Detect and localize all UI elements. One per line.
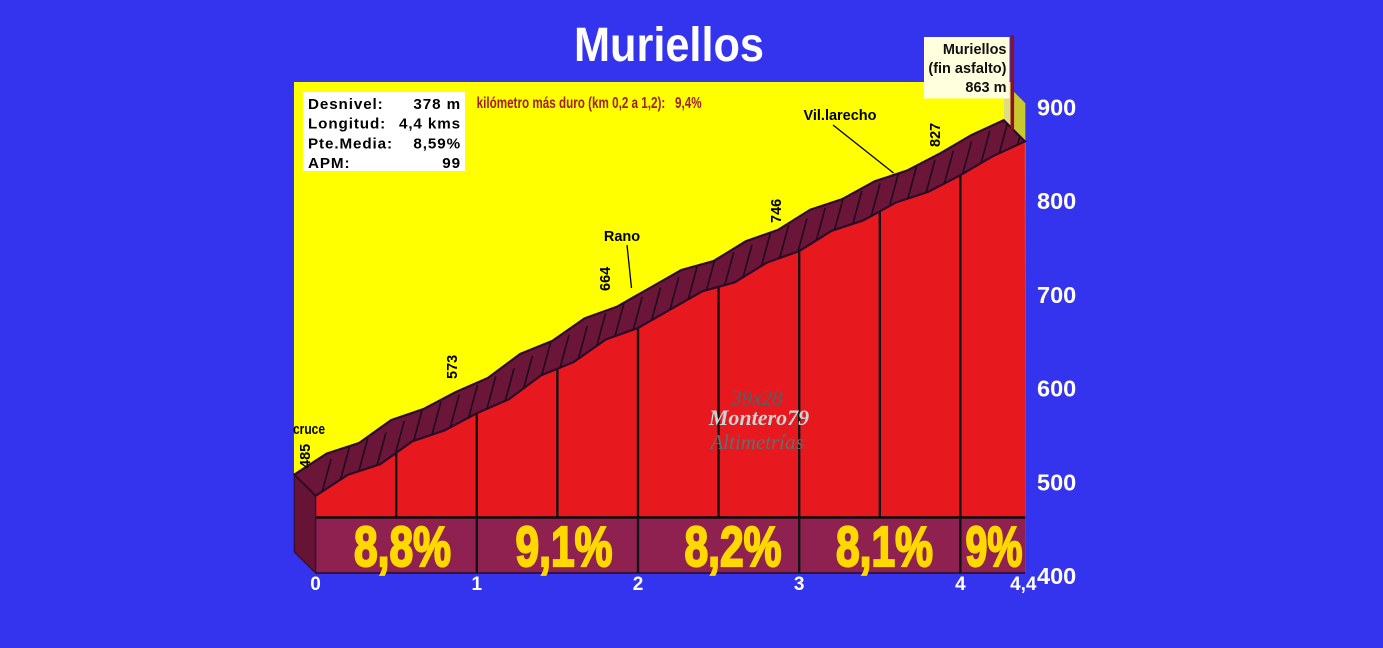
- svg-text:400: 400: [1037, 563, 1076, 589]
- svg-text:3: 3: [794, 574, 805, 595]
- svg-text:9%: 9%: [966, 515, 1023, 579]
- svg-text:746: 746: [769, 199, 785, 223]
- svg-text:39x28: 39x28: [730, 386, 783, 410]
- svg-text:Muriellos: Muriellos: [943, 42, 1007, 58]
- svg-text:485: 485: [298, 444, 314, 468]
- svg-text:Longitud:: Longitud:: [308, 116, 386, 133]
- svg-text:827: 827: [928, 123, 944, 147]
- svg-text:664: 664: [598, 267, 614, 291]
- svg-text:8,59%: 8,59%: [413, 135, 461, 152]
- svg-text:800: 800: [1037, 188, 1076, 214]
- svg-text:Muriellos: Muriellos: [574, 19, 764, 72]
- svg-text:700: 700: [1037, 282, 1076, 308]
- svg-text:8,2%: 8,2%: [685, 515, 782, 579]
- svg-text:1: 1: [472, 574, 483, 595]
- svg-text:573: 573: [445, 355, 461, 379]
- svg-text:kilómetro más duro (km 0,2 a 1: kilómetro más duro (km 0,2 a 1,2): 9,4%: [477, 95, 702, 112]
- svg-text:900: 900: [1037, 95, 1076, 121]
- svg-text:Montero79: Montero79: [708, 405, 809, 430]
- svg-text:500: 500: [1037, 469, 1076, 495]
- svg-text:Altimetrías: Altimetrías: [708, 430, 803, 454]
- svg-text:Rano: Rano: [604, 229, 640, 245]
- svg-text:cruce: cruce: [293, 422, 325, 438]
- svg-text:4,4: 4,4: [1010, 574, 1037, 595]
- svg-text:2: 2: [633, 574, 644, 595]
- svg-text:600: 600: [1037, 376, 1076, 402]
- svg-text:APM:: APM:: [308, 155, 350, 172]
- svg-text:8,8%: 8,8%: [354, 515, 451, 579]
- svg-text:0: 0: [310, 574, 321, 595]
- svg-text:(fin asfalto): (fin asfalto): [928, 61, 1006, 77]
- svg-text:Pte.Media:: Pte.Media:: [308, 135, 393, 152]
- svg-text:8,1%: 8,1%: [836, 515, 933, 579]
- svg-text:4,4 kms: 4,4 kms: [399, 116, 461, 133]
- svg-text:Desnivel:: Desnivel:: [308, 96, 384, 113]
- svg-text:9,1%: 9,1%: [516, 515, 613, 579]
- svg-text:863 m: 863 m: [965, 80, 1006, 96]
- svg-text:99: 99: [442, 155, 461, 172]
- svg-text:Vil.larecho: Vil.larecho: [803, 108, 876, 124]
- svg-text:378 m: 378 m: [413, 96, 461, 113]
- svg-text:4: 4: [955, 574, 966, 595]
